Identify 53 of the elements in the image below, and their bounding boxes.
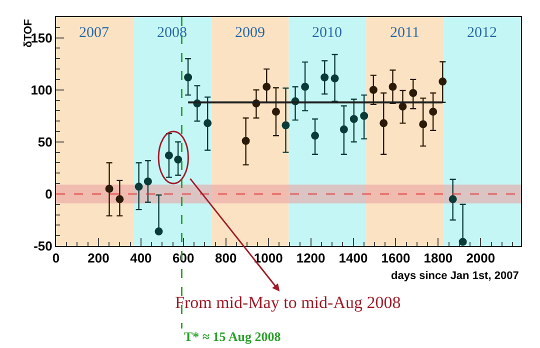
y-tick-label: -50 bbox=[34, 238, 52, 254]
x-tick-label: 200 bbox=[88, 250, 110, 266]
point bbox=[369, 86, 378, 94]
x-tick-label: 400 bbox=[130, 250, 152, 266]
band-label: 2007 bbox=[79, 25, 110, 41]
y-tick-label: 100 bbox=[30, 82, 52, 98]
point bbox=[398, 102, 407, 111]
point bbox=[429, 108, 438, 116]
y-tick-label: 0 bbox=[45, 186, 52, 202]
point bbox=[388, 82, 397, 91]
y-tick-label: 150 bbox=[30, 30, 52, 46]
band-label: 2008 bbox=[157, 25, 187, 41]
point bbox=[116, 195, 124, 204]
point bbox=[409, 88, 418, 97]
point bbox=[105, 184, 114, 193]
band-label: 2010 bbox=[312, 25, 342, 41]
x-tick-label: 2000 bbox=[466, 250, 496, 266]
x-tick-label: 1400 bbox=[338, 250, 368, 266]
x-tick-label: 1800 bbox=[424, 250, 453, 266]
point bbox=[174, 156, 182, 164]
point bbox=[340, 125, 348, 134]
point bbox=[350, 115, 358, 124]
point bbox=[204, 119, 212, 128]
point bbox=[311, 132, 320, 140]
point bbox=[458, 238, 467, 246]
annotation: From mid-May to mid-Aug 2008 bbox=[175, 293, 401, 312]
point bbox=[282, 121, 290, 130]
point bbox=[262, 82, 271, 91]
point bbox=[272, 108, 280, 116]
point bbox=[438, 78, 447, 86]
band-label: 2009 bbox=[235, 25, 265, 41]
band-label: 2012 bbox=[467, 25, 497, 41]
point bbox=[320, 73, 329, 82]
x-tick-label: 1000 bbox=[254, 250, 283, 266]
y-tick-label: 50 bbox=[38, 134, 52, 150]
point bbox=[154, 227, 163, 236]
point bbox=[330, 74, 339, 82]
point bbox=[380, 119, 388, 128]
point bbox=[164, 151, 173, 160]
point bbox=[360, 112, 368, 120]
x-axis-title: days since Jan 1st, 2007 bbox=[391, 270, 519, 282]
band-label: 2011 bbox=[390, 25, 420, 41]
ref-line-label: T* ≈ 15 Aug 2008 bbox=[184, 329, 282, 344]
point bbox=[448, 195, 457, 204]
point bbox=[301, 82, 310, 91]
point bbox=[134, 182, 143, 191]
point bbox=[184, 73, 192, 82]
point bbox=[419, 120, 428, 128]
x-tick-label: 800 bbox=[215, 250, 237, 266]
point bbox=[144, 177, 152, 186]
point bbox=[242, 136, 250, 145]
x-tick-label: 1600 bbox=[381, 250, 410, 266]
x-tick-label: 1200 bbox=[296, 250, 326, 266]
